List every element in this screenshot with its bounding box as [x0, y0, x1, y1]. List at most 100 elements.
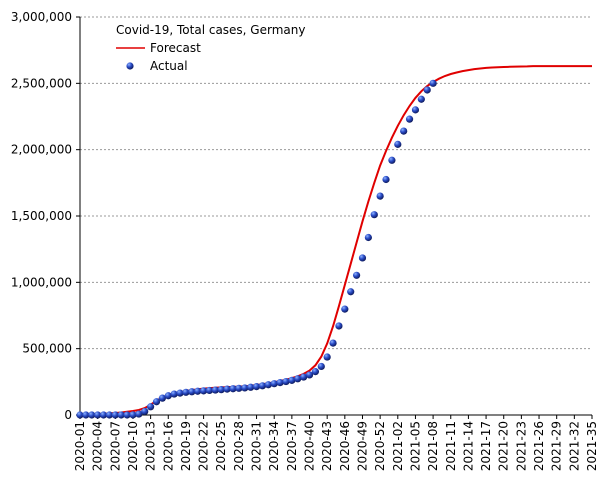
y-tick-label: 1,500,000	[11, 209, 72, 223]
data-point	[76, 411, 84, 419]
data-point	[264, 381, 272, 389]
x-tick-label: 2021-26	[532, 421, 546, 471]
data-point	[294, 375, 302, 383]
data-point	[235, 384, 243, 392]
data-point	[423, 86, 431, 94]
x-tick-label: 2020-37	[285, 421, 299, 471]
data-point	[282, 377, 290, 386]
data-point	[323, 353, 331, 361]
data-point	[258, 382, 267, 390]
y-tick-label: 0	[64, 408, 72, 422]
data-point	[188, 388, 196, 396]
x-tick-label: 2021-14	[461, 421, 475, 471]
data-point	[347, 288, 355, 296]
data-point	[288, 376, 296, 384]
data-point	[117, 411, 125, 419]
data-point	[411, 106, 420, 114]
data-point	[141, 407, 149, 416]
data-point	[135, 410, 143, 418]
x-tick-label: 2021-32	[567, 421, 581, 471]
x-tick-label: 2021-17	[479, 421, 493, 471]
data-point	[388, 156, 396, 164]
data-point	[311, 368, 320, 376]
x-tick-label: 2020-49	[355, 421, 369, 471]
x-tick-label: 2020-19	[179, 421, 193, 471]
data-point	[329, 339, 337, 347]
data-point	[429, 79, 437, 87]
x-tick-label: 2021-23	[514, 421, 528, 471]
data-point	[335, 322, 343, 330]
y-tick-label: 3,000,000	[11, 10, 72, 24]
data-point	[417, 95, 425, 103]
data-point	[105, 411, 114, 419]
data-point	[300, 373, 308, 381]
data-point	[129, 411, 137, 419]
data-point	[241, 384, 249, 392]
data-point	[370, 211, 378, 219]
data-point	[111, 411, 119, 419]
data-point	[364, 233, 372, 242]
data-point	[170, 390, 178, 398]
x-tick-label: 2020-25	[214, 421, 228, 471]
data-point	[82, 411, 90, 419]
y-tick-label: 1,000,000	[11, 275, 72, 289]
x-tick-label: 2020-01	[73, 421, 87, 471]
legend-label: Actual	[150, 59, 188, 73]
data-point	[176, 389, 184, 397]
x-tick-label: 2020-52	[373, 421, 387, 471]
x-tick-label: 2020-07	[108, 421, 122, 471]
data-point	[147, 403, 155, 411]
x-tick-label: 2021-35	[585, 421, 599, 471]
x-tick-label: 2020-04	[91, 421, 105, 471]
data-point	[94, 411, 102, 419]
data-point	[270, 380, 278, 388]
x-tick-label: 2020-34	[267, 421, 281, 471]
x-tick-label: 2021-29	[550, 421, 564, 471]
data-point	[382, 175, 390, 184]
x-tick-label: 2020-31	[250, 421, 264, 471]
x-tick-label: 2021-08	[426, 421, 440, 471]
forecast-line	[79, 65, 592, 416]
data-point	[317, 362, 325, 371]
data-point	[158, 394, 166, 402]
data-point	[123, 411, 131, 419]
data-point	[247, 383, 255, 391]
x-tick-label: 2020-13	[144, 421, 158, 471]
data-point	[223, 385, 231, 393]
x-tick-label: 2020-10	[126, 421, 140, 471]
x-tick-label: 2020-28	[232, 421, 246, 471]
data-point	[394, 140, 402, 148]
data-point	[400, 127, 408, 135]
x-tick-label: 2020-22	[197, 421, 211, 471]
data-point	[211, 386, 219, 394]
legend-title: Covid-19, Total cases, Germany	[116, 23, 305, 37]
data-point	[194, 387, 202, 395]
data-point	[199, 387, 208, 395]
data-point	[152, 398, 161, 406]
data-point	[358, 254, 367, 262]
data-point	[305, 371, 314, 379]
legend-label: Forecast	[150, 41, 201, 55]
x-tick-label: 2021-11	[444, 421, 458, 471]
x-tick-label: 2020-43	[320, 421, 334, 471]
data-point	[88, 411, 96, 419]
data-point	[99, 411, 108, 419]
y-tick-label: 2,500,000	[11, 76, 72, 90]
y-tick-label: 500,000	[22, 342, 72, 356]
x-tick-label: 2020-40	[303, 421, 317, 471]
y-tick-label: 2,000,000	[11, 143, 72, 157]
data-point	[376, 192, 384, 200]
data-point	[182, 388, 190, 396]
data-point	[164, 392, 172, 400]
data-point	[252, 383, 261, 391]
data-point	[217, 386, 225, 394]
legend-swatch	[126, 62, 134, 70]
x-tick-label: 2021-02	[391, 421, 405, 471]
data-point	[276, 379, 284, 387]
x-tick-label: 2021-20	[497, 421, 511, 471]
data-point	[341, 305, 349, 313]
x-tick-label: 2021-05	[408, 421, 422, 471]
data-point	[405, 115, 414, 123]
x-tick-label: 2020-16	[161, 421, 175, 471]
